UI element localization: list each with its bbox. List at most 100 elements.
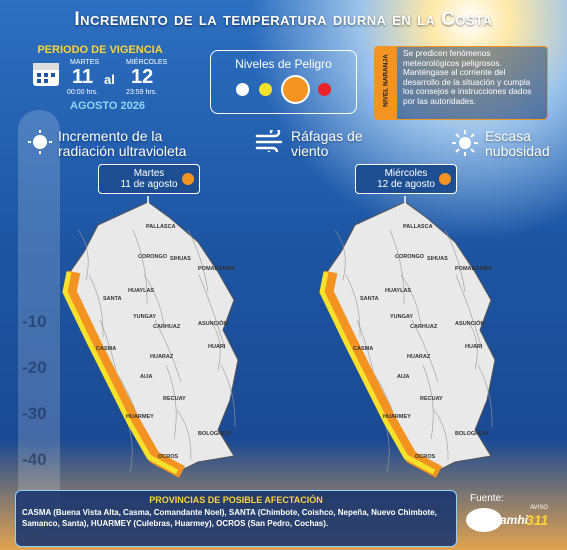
province-label: SIHUAS (170, 256, 191, 262)
thermometer-scale: -10 -20 -30 -40 (22, 0, 62, 550)
province-label: SANTA (103, 296, 122, 302)
province-label: SANTA (360, 296, 379, 302)
month: AGOSTO 2026 (70, 100, 145, 112)
province-label: HUAYLAS (385, 288, 411, 294)
alert-message: Se predicen fenómenos meteorológicos pel… (403, 48, 532, 106)
title: Incremento de la temperatura diurna en l… (74, 9, 493, 30)
province-label: HUARMEY (126, 414, 154, 420)
end-time: 23:59 hrs. (126, 89, 158, 96)
district-border (88, 274, 104, 338)
level-red (318, 83, 332, 96)
province-label: POMABAMBA (455, 266, 492, 272)
province-label: PALLASCA (146, 224, 176, 230)
factor: Incremento de la radiación ultravioleta (58, 128, 187, 159)
province-label: OCROS (415, 454, 436, 460)
map: PALLASCA CORONGO SIHUAS POMABAMBA HUAYLAS SAN… (62, 201, 239, 478)
district-border (209, 319, 221, 371)
province-label: YUNGAY (390, 314, 413, 320)
brand: Senamhi (478, 513, 529, 527)
district-border (154, 319, 182, 383)
thermometer-label: -40 (22, 450, 47, 469)
district-border (477, 364, 493, 428)
district-border (198, 274, 226, 350)
district-border (422, 364, 434, 440)
district-border (143, 274, 165, 326)
factor: Ráfagas de viento (291, 128, 363, 159)
district-border (444, 229, 466, 293)
connector: al (104, 72, 115, 87)
thermometer-label: -20 (22, 358, 47, 377)
district-border (455, 274, 483, 350)
level-dots (211, 77, 356, 102)
province-label: BOLOGNESI (198, 431, 231, 437)
thermometer-label: -30 (22, 404, 47, 423)
district-border (77, 229, 89, 281)
district-border (345, 274, 361, 338)
alert: NIVEL NARANJA Se predicen fenómenos mete… (374, 46, 548, 120)
province-label: CASMA (353, 346, 373, 352)
level-orange (282, 77, 308, 102)
province-label: POMABAMBA (198, 266, 235, 272)
start-day: MARTES (70, 59, 100, 66)
senamhi-logo (466, 508, 502, 532)
province-label: CORONGO (138, 254, 168, 260)
map-day: Miércoles (384, 168, 428, 179)
province-label: HUARAZ (407, 354, 431, 360)
district-border (389, 229, 405, 305)
calendar-icon (33, 63, 59, 86)
date-callout: Martes 11 de agosto (98, 164, 200, 194)
province-label: RECUAY (163, 396, 186, 402)
sun-icon (452, 130, 478, 156)
province-label: CASMA (96, 346, 116, 352)
levels: Niveles de Peligro (210, 50, 357, 114)
end-date: 12 (131, 66, 154, 88)
period-label: PERIODO DE VIGENCIA (37, 44, 163, 56)
province-label: OCROS (158, 454, 179, 460)
uv-icon (28, 130, 52, 154)
province-label: HUARMEY (383, 414, 411, 420)
district-border (400, 274, 422, 326)
province-label: CARHUAZ (410, 324, 438, 330)
province-label: HUAYLAS (128, 288, 154, 294)
province-label: YUNGAY (133, 314, 156, 320)
district-border (132, 229, 148, 305)
notice: AVISO (530, 505, 548, 511)
province-label: AIJA (397, 374, 410, 380)
district-border (176, 409, 192, 461)
province-label: CORONGO (395, 254, 425, 260)
province-label: RECUAY (420, 396, 443, 402)
district-border (220, 364, 236, 428)
levels-title: Niveles de Peligro (235, 57, 332, 71)
province-label: HUARI (465, 344, 483, 350)
footer: PROVINCIAS DE POSIBLE AFECTACIÓN CASMA (… (15, 490, 457, 547)
wind-icon (255, 130, 283, 152)
thermometer (18, 110, 60, 530)
province-label: BOLOGNESI (455, 431, 488, 437)
province-label: HUARI (208, 344, 226, 350)
start-time: 00:00 hrs. (67, 89, 99, 96)
province-label: HUARAZ (150, 354, 174, 360)
map-day: Martes (133, 168, 165, 179)
date-callout: Miércoles 12 de agosto (355, 164, 457, 194)
footer-text: CASMA (Buena Vista Alta, Casma, Comandan… (22, 508, 437, 528)
province-label: AIJA (140, 374, 153, 380)
district-border (165, 364, 177, 440)
district-border (411, 319, 439, 383)
district-border (334, 229, 346, 281)
province-label: SIHUAS (427, 256, 448, 262)
alert-band (375, 47, 397, 119)
level-white (235, 83, 249, 96)
map-date: 11 de agosto (120, 179, 178, 190)
map-date: 12 de agosto (377, 179, 435, 190)
map: PALLASCA CORONGO SIHUAS POMABAMBA HUAYLAS SAN… (319, 201, 496, 478)
notice-number: 311 (526, 512, 549, 528)
coast-yellow (62, 271, 179, 475)
province-label: ASUNCIÓN (198, 319, 227, 327)
source: Fuente: (470, 493, 504, 504)
level-yellow (259, 83, 273, 96)
level-dot (182, 173, 194, 185)
district-border (187, 229, 209, 293)
footer-title: PROVINCIAS DE POSIBLE AFECTACIÓN (149, 495, 323, 505)
district-border (466, 319, 478, 371)
